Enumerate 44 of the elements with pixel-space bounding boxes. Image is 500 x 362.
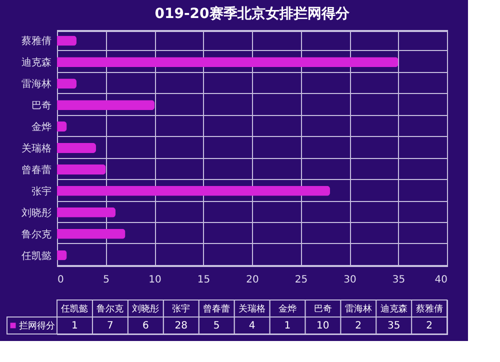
y-tick-label: 关瑞格 xyxy=(22,142,52,154)
category-label: 鲁尔克 xyxy=(96,304,124,314)
y-tick-label: 巴奇 xyxy=(32,100,52,112)
y-tick-label: 刘晓彤 xyxy=(22,206,52,219)
x-tick-label: 30 xyxy=(344,274,356,286)
text: 28 xyxy=(174,320,188,332)
text: 35 xyxy=(387,320,400,332)
text: 2 xyxy=(426,320,432,332)
text: 2 xyxy=(355,320,362,332)
legend-label: 拦网得分 xyxy=(19,320,55,332)
y-tick-label: 金烨 xyxy=(32,121,52,134)
y-tick-label: 迪克森 xyxy=(22,56,52,69)
text: 10 xyxy=(316,320,330,332)
category-label: 巴奇 xyxy=(314,304,332,314)
y-tick-label: 鲁尔克 xyxy=(22,228,52,240)
x-tick-label: 5 xyxy=(103,274,110,286)
y-tick-label: 张宇 xyxy=(32,185,52,198)
x-tick-label: 15 xyxy=(197,274,210,286)
category-label: 张宇 xyxy=(172,304,190,314)
text: 1 xyxy=(72,320,78,332)
text: 7 xyxy=(106,320,114,332)
y-tick-label: 曾春蕾 xyxy=(22,164,52,176)
y-tick-label: 任凯懿 xyxy=(20,250,52,262)
x-tick-label: 40 xyxy=(434,274,448,286)
category-label: 雷海林 xyxy=(344,304,372,314)
text: 1 xyxy=(284,320,291,332)
category-label: 金烨 xyxy=(278,304,296,314)
chart-title: 019-20赛季北京女排拦网得分 xyxy=(154,5,350,22)
x-tick-label: 35 xyxy=(392,274,406,286)
x-tick-label: 0 xyxy=(58,274,64,286)
category-label: 曾春蕾 xyxy=(203,304,230,314)
text: 4 xyxy=(248,320,256,332)
x-tick-label: 25 xyxy=(294,274,308,286)
text: 5 xyxy=(213,320,220,332)
category-label: 刘晓彤 xyxy=(132,304,160,314)
category-label: 蔡雅倩 xyxy=(416,304,443,314)
x-tick-label: 10 xyxy=(148,274,162,286)
y-tick-label: 雷海林 xyxy=(22,78,52,90)
category-label: 关瑞格 xyxy=(238,304,266,314)
y-tick-label: 蔡雅倩 xyxy=(22,35,52,48)
text: 6 xyxy=(142,320,149,332)
category-label: 迪克森 xyxy=(380,304,408,314)
category-label: 任凯懿 xyxy=(61,304,88,314)
x-tick-label: 20 xyxy=(246,274,259,286)
